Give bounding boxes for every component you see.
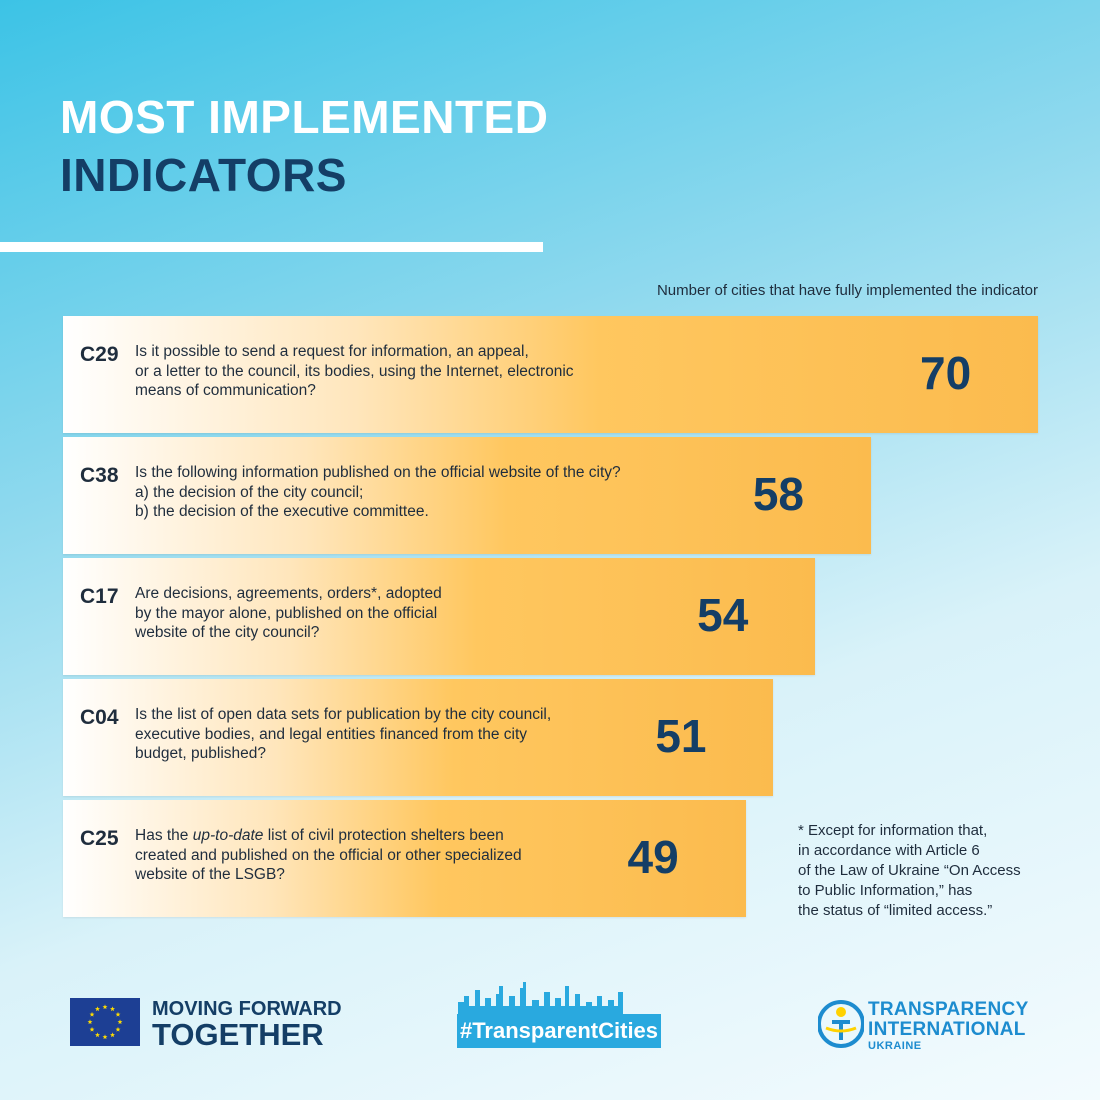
eu-flag-icon <box>70 998 140 1046</box>
eu-star <box>102 1004 108 1010</box>
indicator-code: C17 <box>80 585 119 608</box>
hashtag-badge: #TransparentCities <box>457 1014 661 1048</box>
indicator-code: C38 <box>80 464 119 487</box>
eu-star <box>110 1006 115 1012</box>
ti-line-2: INTERNATIONAL <box>868 1019 1026 1040</box>
indicator-code: C29 <box>80 343 119 366</box>
indicator-bar <box>63 679 774 796</box>
eu-slogan-line-1: MOVING FORWARD <box>152 998 342 1020</box>
indicator-code: C25 <box>80 827 119 850</box>
indicator-bar <box>63 437 871 554</box>
indicator-bar <box>63 558 816 675</box>
eu-star <box>110 1032 115 1038</box>
indicator-value: 58 <box>752 468 805 520</box>
indicator-bar <box>63 316 1038 433</box>
title-line-1: MOST IMPLEMENTED <box>60 91 549 143</box>
indicator-code: C04 <box>80 706 119 729</box>
indicator-value: 49 <box>627 831 679 883</box>
eu-star <box>102 1034 108 1040</box>
ti-line-1: TRANSPARENCY <box>868 999 1029 1020</box>
transparency-international-logo-icon <box>818 1000 864 1048</box>
eu-star <box>115 1011 121 1017</box>
eu-slogan-line-2: TOGETHER <box>152 1017 324 1052</box>
eu-star <box>87 1019 93 1025</box>
question-emphasis: up-to-date <box>192 827 264 844</box>
question-part: Has the <box>135 827 193 844</box>
indicator-value: 51 <box>655 710 707 762</box>
footnote: * Except for information that, in accord… <box>798 822 1021 919</box>
ti-wordmark: TRANSPARENCY INTERNATIONAL UKRAINE <box>868 999 1029 1053</box>
ti-line-3: UKRAINE <box>868 1040 922 1052</box>
eu-star <box>115 1026 121 1032</box>
indicator-question: Is the following information published o… <box>135 464 621 520</box>
title-underline <box>0 242 543 252</box>
indicator-bar <box>63 800 746 917</box>
eu-slogan: MOVING FORWARD TOGETHER <box>152 998 342 1050</box>
indicator-question: Is the list of open data sets for public… <box>135 706 552 762</box>
page-title: MOST IMPLEMENTED INDICATORS <box>60 88 548 204</box>
indicator-question: Are decisions, agreements, orders*, adop… <box>135 585 442 641</box>
question-part: list of civil protection shelters been c… <box>135 827 522 883</box>
city-skyline-icon <box>458 982 623 1016</box>
eu-star <box>95 1032 100 1038</box>
eu-star <box>89 1011 95 1017</box>
indicator-question: Is it possible to send a request for inf… <box>135 343 574 399</box>
indicator-value: 70 <box>920 347 972 399</box>
eu-star <box>95 1006 100 1012</box>
chart-subtitle: Number of cities that have fully impleme… <box>656 282 1038 299</box>
eu-star <box>117 1019 123 1025</box>
eu-star <box>89 1026 95 1032</box>
title-line-2: INDICATORS <box>60 149 347 201</box>
indicator-value: 54 <box>697 589 749 641</box>
indicator-question: Has the up-to-date list of civil protect… <box>135 826 522 885</box>
